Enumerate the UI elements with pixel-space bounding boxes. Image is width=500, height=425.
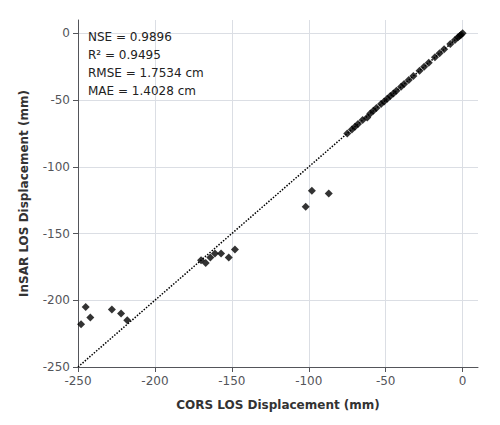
svg-text:-250: -250 [64, 374, 91, 388]
svg-text:-50: -50 [376, 374, 396, 388]
svg-text:NSE = 0.9896: NSE = 0.9896 [88, 30, 172, 44]
svg-text:R² = 0.9495: R² = 0.9495 [88, 48, 161, 62]
svg-text:0: 0 [62, 26, 70, 40]
svg-text:0: 0 [459, 374, 467, 388]
svg-text:-200: -200 [43, 293, 70, 307]
svg-text:CORS LOS Displacement (mm): CORS LOS Displacement (mm) [176, 398, 380, 412]
svg-text:InSAR LOS Displacement (mm): InSAR LOS Displacement (mm) [17, 90, 31, 297]
svg-text:MAE = 1.4028 cm: MAE = 1.4028 cm [88, 84, 196, 98]
svg-text:-200: -200 [141, 374, 168, 388]
svg-text:-150: -150 [218, 374, 245, 388]
svg-text:-150: -150 [43, 227, 70, 241]
svg-text:RMSE = 1.7534 cm: RMSE = 1.7534 cm [88, 66, 204, 80]
svg-text:-100: -100 [43, 160, 70, 174]
svg-text:-100: -100 [295, 374, 322, 388]
svg-text:-250: -250 [43, 360, 70, 374]
svg-text:-50: -50 [50, 93, 70, 107]
